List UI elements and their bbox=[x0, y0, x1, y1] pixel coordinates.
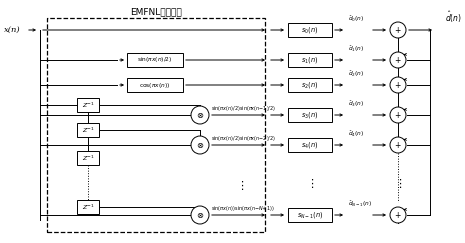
Text: $\otimes$: $\otimes$ bbox=[196, 111, 204, 120]
Circle shape bbox=[390, 77, 406, 93]
Bar bbox=[288, 108, 332, 122]
Text: $\vdots$: $\vdots$ bbox=[394, 176, 402, 190]
Text: $s_1(n)$: $s_1(n)$ bbox=[301, 55, 319, 65]
Bar bbox=[77, 98, 99, 112]
Bar bbox=[47, 18, 265, 232]
Text: $\hat{d}_4(n)$: $\hat{d}_4(n)$ bbox=[348, 128, 365, 139]
Bar bbox=[288, 53, 332, 67]
Text: $s_0(n)$: $s_0(n)$ bbox=[301, 25, 319, 35]
Bar bbox=[288, 138, 332, 152]
Circle shape bbox=[390, 137, 406, 153]
Text: $\hat{d}_{N-1}(n)$: $\hat{d}_{N-1}(n)$ bbox=[348, 198, 372, 209]
Text: $\hat{d}_3(n)$: $\hat{d}_3(n)$ bbox=[348, 98, 365, 109]
Circle shape bbox=[390, 52, 406, 68]
Text: $s_2(n)$: $s_2(n)$ bbox=[301, 80, 319, 90]
Text: $\hat{d}_0(n)$: $\hat{d}_0(n)$ bbox=[348, 13, 365, 24]
Text: $\hat{d}(n)$: $\hat{d}(n)$ bbox=[445, 9, 462, 25]
Text: $Z^{-1}$: $Z^{-1}$ bbox=[81, 153, 94, 163]
Text: $\vdots$: $\vdots$ bbox=[236, 179, 244, 191]
Text: $\sin(\pi x(n)/2)$: $\sin(\pi x(n)/2)$ bbox=[137, 55, 173, 64]
Text: $+$: $+$ bbox=[394, 210, 402, 220]
Text: $+$: $+$ bbox=[394, 80, 402, 90]
Text: $+$: $+$ bbox=[394, 25, 402, 35]
Circle shape bbox=[191, 206, 209, 224]
Bar bbox=[288, 23, 332, 37]
Text: $+$: $+$ bbox=[394, 55, 402, 65]
Bar bbox=[288, 78, 332, 92]
Text: $+$: $+$ bbox=[394, 110, 402, 120]
Text: $\sin(\pi x(n)/2)\sin(\pi x(n{-}2)/2)$: $\sin(\pi x(n)/2)\sin(\pi x(n{-}2)/2)$ bbox=[211, 134, 276, 143]
Text: $Z^{-1}$: $Z^{-1}$ bbox=[81, 125, 94, 135]
Circle shape bbox=[191, 136, 209, 154]
Bar bbox=[127, 53, 183, 67]
Bar bbox=[77, 123, 99, 137]
Bar bbox=[77, 151, 99, 165]
Text: $\sin(\pi x(n)/2)\sin(\pi x(n{-}1)/2)$: $\sin(\pi x(n)/2)\sin(\pi x(n{-}1)/2)$ bbox=[211, 104, 276, 113]
Text: $s_3(n)$: $s_3(n)$ bbox=[301, 110, 319, 120]
Text: $s_4(n)$: $s_4(n)$ bbox=[301, 140, 319, 150]
Bar bbox=[127, 78, 183, 92]
Circle shape bbox=[191, 106, 209, 124]
Text: $\cos(\pi x(n))$: $\cos(\pi x(n))$ bbox=[140, 80, 171, 89]
Text: $Z^{-1}$: $Z^{-1}$ bbox=[81, 100, 94, 110]
Circle shape bbox=[390, 207, 406, 223]
Text: $\sin(\pi x(n))\sin(\pi x(n{-}N{+}1))$: $\sin(\pi x(n))\sin(\pi x(n{-}N{+}1))$ bbox=[211, 204, 274, 213]
Bar bbox=[288, 208, 332, 222]
Text: $\otimes$: $\otimes$ bbox=[196, 140, 204, 149]
Circle shape bbox=[390, 22, 406, 38]
Bar bbox=[77, 200, 99, 214]
Text: $\hat{d}_1(n)$: $\hat{d}_1(n)$ bbox=[348, 43, 365, 54]
Text: $\vdots$: $\vdots$ bbox=[306, 176, 314, 190]
Text: EMFNL扩展信号: EMFNL扩展信号 bbox=[130, 8, 182, 17]
Text: x(n): x(n) bbox=[4, 26, 20, 34]
Text: $+$: $+$ bbox=[394, 140, 402, 150]
Text: $\hat{d}_2(n)$: $\hat{d}_2(n)$ bbox=[348, 68, 365, 79]
Text: $\otimes$: $\otimes$ bbox=[196, 210, 204, 219]
Circle shape bbox=[390, 107, 406, 123]
Text: $s_{N-1}(n)$: $s_{N-1}(n)$ bbox=[297, 210, 323, 220]
Text: $Z^{-1}$: $Z^{-1}$ bbox=[81, 202, 94, 212]
